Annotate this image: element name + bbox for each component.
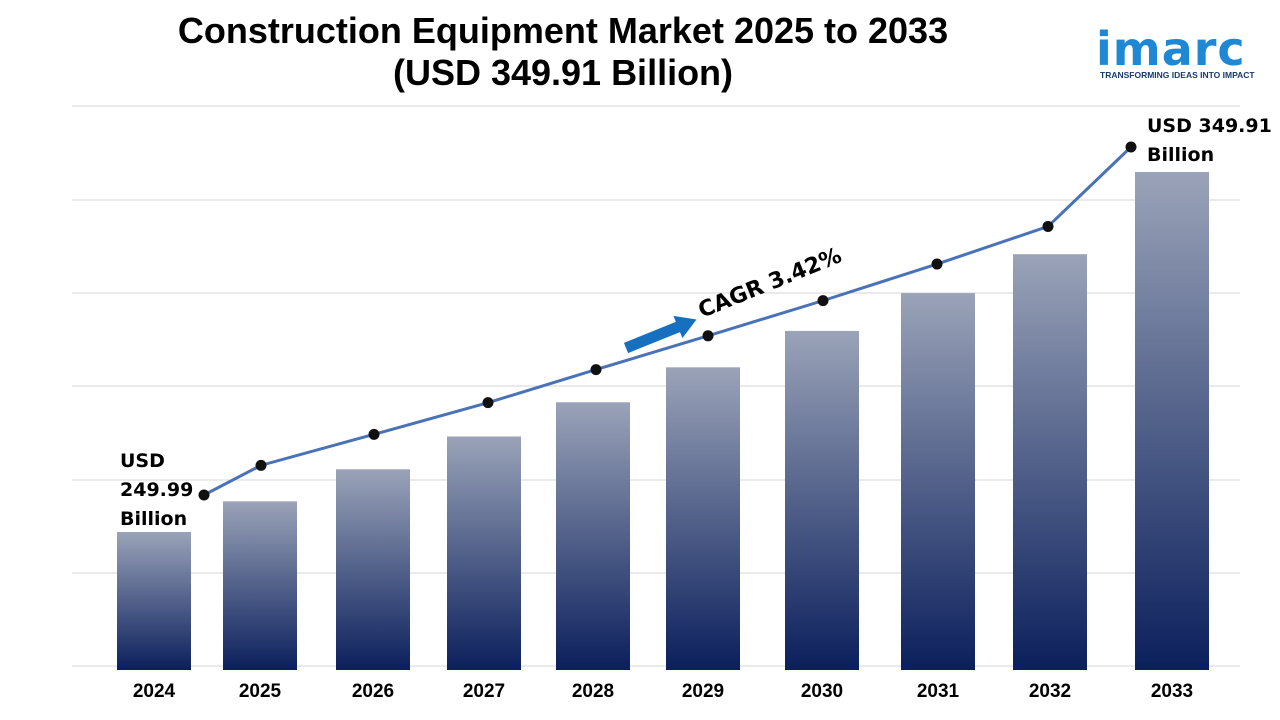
bar-2031 [901,293,975,670]
chart-title-line2: (USD 349.91 Billion) [392,52,734,93]
x-tick-label: 2029 [682,681,724,702]
bar-2033 [1135,172,1209,670]
x-tick-label: 2027 [463,681,505,702]
line-marker-2028 [590,364,602,376]
x-tick-label: 2030 [801,681,843,702]
cagr-arrow-icon [623,315,697,354]
x-tick-label: 2028 [572,681,614,702]
start-value-label: USD 249.99 Billion [120,450,193,530]
x-tick-label: 2025 [239,681,282,702]
bar-2027 [447,436,521,670]
bar-2024 [117,532,191,670]
x-tick-label: 2024 [133,681,176,702]
chart-title-line1: Construction Equipment Market 2025 to 20… [177,10,949,51]
bar-2028 [556,402,630,670]
bar-2026 [336,469,410,670]
imarc-logo: imarc TRANSFORMING IDEAS INTO IMPACT [1096,14,1256,84]
chart-title: Construction Equipment Market 2025 to 20… [60,10,1066,94]
x-tick-label: 2032 [1029,681,1071,702]
line-marker-2031 [931,258,943,270]
trend-line-group [198,141,1137,501]
trend-line [203,145,1133,497]
bar-2029 [666,367,740,670]
bar-2032 [1013,254,1087,670]
bars [117,172,1209,670]
line-marker-2026 [368,428,380,440]
line-marker-2025 [255,459,267,471]
line-marker-2032 [1042,220,1054,232]
logo-tagline: TRANSFORMING IDEAS INTO IMPACT [1100,70,1255,80]
x-tick-label: 2026 [352,681,394,702]
line-marker-2024 [198,489,210,501]
cagr-label: CAGR 3.42% [695,243,845,323]
line-marker-2027 [482,397,494,409]
bar-2030 [785,330,859,670]
line-marker-2033 [1125,141,1137,153]
end-value-label: USD 349.91 Billion [1147,115,1272,166]
line-marker-2029 [702,330,714,342]
logo-wordmark: imarc [1096,22,1246,76]
x-tick-label: 2033 [1151,681,1193,702]
x-tick-label: 2031 [917,681,960,702]
line-marker-2030 [817,295,829,307]
bar-2025 [223,501,297,670]
